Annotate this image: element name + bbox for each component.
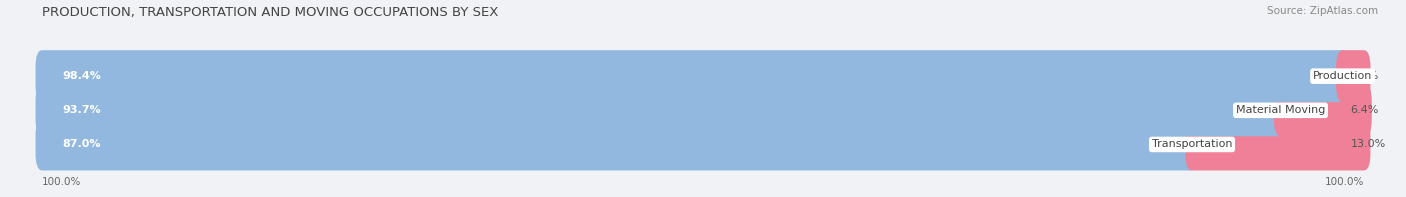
- FancyBboxPatch shape: [1336, 50, 1371, 102]
- Text: 87.0%: 87.0%: [62, 139, 100, 150]
- FancyBboxPatch shape: [1185, 119, 1371, 170]
- Text: Source: ZipAtlas.com: Source: ZipAtlas.com: [1267, 6, 1378, 16]
- Text: Material Moving: Material Moving: [1236, 105, 1326, 115]
- Text: Transportation: Transportation: [1152, 139, 1232, 150]
- FancyBboxPatch shape: [35, 119, 1371, 170]
- FancyBboxPatch shape: [35, 84, 1286, 136]
- Text: 1.6%: 1.6%: [1351, 71, 1379, 81]
- Text: 98.4%: 98.4%: [62, 71, 101, 81]
- FancyBboxPatch shape: [35, 50, 1350, 102]
- FancyBboxPatch shape: [1274, 84, 1372, 136]
- Text: 6.4%: 6.4%: [1351, 105, 1379, 115]
- FancyBboxPatch shape: [35, 84, 1371, 136]
- FancyBboxPatch shape: [35, 119, 1198, 170]
- FancyBboxPatch shape: [35, 50, 1371, 102]
- Text: PRODUCTION, TRANSPORTATION AND MOVING OCCUPATIONS BY SEX: PRODUCTION, TRANSPORTATION AND MOVING OC…: [42, 6, 499, 19]
- Text: 13.0%: 13.0%: [1351, 139, 1386, 150]
- Text: 93.7%: 93.7%: [62, 105, 101, 115]
- Text: 100.0%: 100.0%: [42, 177, 82, 187]
- Text: 100.0%: 100.0%: [1324, 177, 1364, 187]
- Text: Production: Production: [1313, 71, 1372, 81]
